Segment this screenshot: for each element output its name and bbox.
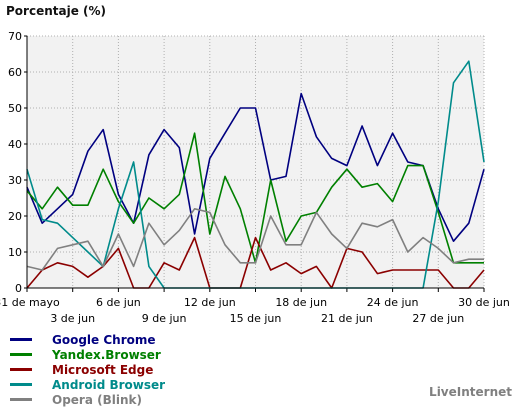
legend-entry: Yandex.Browser [10, 347, 165, 362]
legend-entry: Microsoft Edge [10, 362, 165, 377]
x-tick-label: 21 de jun [321, 312, 373, 325]
legend-entry: Android Browser [10, 377, 165, 392]
x-tick-label: 30 de jun [458, 296, 510, 309]
legend-swatch [10, 398, 32, 401]
x-tick-label: 9 de jun [142, 312, 187, 325]
x-tick-label: 12 de jun [184, 296, 236, 309]
y-tick-label: 0 [15, 282, 22, 295]
legend-label: Opera (Blink) [52, 392, 142, 407]
legend-label: Android Browser [52, 377, 166, 392]
y-tick-label: 50 [8, 102, 22, 115]
legend-swatch [10, 353, 32, 356]
legend-entry: Opera (Blink) [10, 392, 165, 407]
series-line-google-chrome [26, 92, 485, 242]
x-tick-label: 18 de jun [275, 296, 327, 309]
x-tick-label: 6 de jun [96, 296, 141, 309]
y-axis-title: Porcentaje (%) [6, 4, 107, 18]
legend-entry: Google Chrome [10, 332, 165, 347]
y-tick-label: 60 [8, 66, 22, 79]
y-tick-label: 10 [8, 246, 22, 259]
legend-swatch [10, 368, 32, 371]
x-tick-label: 24 de jun [367, 296, 419, 309]
x-tick-label: 3 de jun [50, 312, 95, 325]
x-tick-label: 15 de jun [230, 312, 282, 325]
legend-label: Google Chrome [52, 332, 156, 347]
x-tick-label: 31 de mayo [0, 296, 60, 309]
legend-swatch [10, 383, 32, 386]
y-tick-label: 30 [8, 174, 22, 187]
x-tick-label: 27 de jun [412, 312, 464, 325]
y-tick-label: 40 [8, 138, 22, 151]
series-line-opera-blink [26, 208, 484, 271]
legend: Google Chrome Yandex.Browser Microsoft Edg… [10, 332, 165, 407]
legend-swatch [10, 338, 32, 341]
credit-label: LiveInternet [429, 385, 512, 399]
y-axis-ticks: 0 10 20 30 40 50 60 70 [8, 30, 27, 295]
y-tick-label: 70 [8, 30, 22, 43]
legend-label: Microsoft Edge [52, 362, 154, 377]
legend-label: Yandex.Browser [52, 347, 161, 362]
y-tick-label: 20 [8, 210, 22, 223]
